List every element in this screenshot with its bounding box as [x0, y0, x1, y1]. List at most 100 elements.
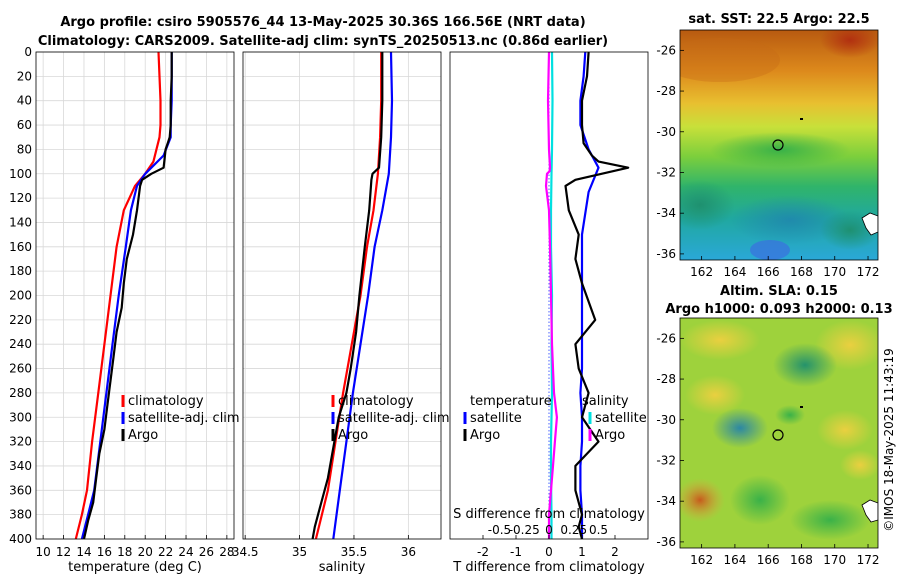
x-tick-label: 34.5	[232, 545, 259, 559]
difference-panel: -2 -1 0 1 2 -0.5-0.25 0 0.25 0.5 S difference f…	[449, 51, 649, 575]
map-y-tick-label: -32	[656, 165, 676, 179]
map-x-tick-label: 164	[723, 265, 746, 279]
y-tick-label: 320	[9, 435, 32, 449]
legend-label-satellite-adj: satellite-adj. clim	[128, 411, 240, 426]
y-tick-label: 20	[17, 69, 32, 83]
x-tick-label: 0	[545, 545, 553, 559]
map-x-tick-label: 162	[690, 553, 713, 567]
salinity-legend: climatology satellite-adj. clim Argo	[331, 394, 450, 443]
y-tick-label: 400	[9, 532, 32, 546]
x-tick-label: 16	[97, 545, 112, 559]
s-diff-tick-label: 0	[545, 523, 553, 537]
map-y-tick-label: -34	[656, 494, 676, 508]
sst-map-frame	[679, 29, 879, 261]
temperature-legend: climatology satellite-adj. clim Argo	[121, 394, 240, 443]
series-argo	[311, 52, 384, 540]
imos-credit: ©IMOS 18-May-2025 11:43:19	[882, 348, 896, 532]
series-s-argo	[544, 51, 559, 539]
s-diff-tick-label: -0.5	[488, 523, 511, 537]
y-tick-label: 280	[9, 386, 32, 400]
map-x-tick-label: 166	[757, 265, 780, 279]
map-y-tick-label: -28	[656, 372, 676, 386]
salinity-panel: 34.5 35 35.5 36 salinity climatology satell…	[232, 51, 450, 575]
figure-title-line2: Climatology: CARS2009. Satellite-adj cli…	[38, 34, 608, 49]
sla-map-frame	[679, 317, 879, 549]
legend-label-climatology: climatology	[128, 394, 204, 409]
y-tick-label: 300	[9, 410, 32, 424]
x-tick-label: 12	[56, 545, 71, 559]
sla-map-title-line1: Altim. SLA: 0.15	[720, 284, 838, 299]
diff-legend-label-t-satellite: satellite	[470, 411, 522, 426]
y-tick-label: 260	[9, 362, 32, 376]
map-x-tick-label: 172	[857, 265, 880, 279]
map-y-tick-label: -30	[656, 413, 676, 427]
map-y-tick-label: -36	[656, 247, 676, 261]
y-tick-label: 80	[17, 142, 32, 156]
y-tick-label: 0	[24, 45, 32, 59]
x-tick-label: 1	[578, 545, 586, 559]
y-tick-label: 220	[9, 313, 32, 327]
difference-legend-temperature: temperature satellite Argo	[463, 394, 552, 443]
y-tick-label: 380	[9, 508, 32, 522]
sst-map-title: sat. SST: 22.5 Argo: 22.5	[688, 12, 869, 27]
map-x-tick-label: 170	[823, 553, 846, 567]
series-satellite-adj-clim	[332, 51, 394, 540]
map-x-tick-label: 172	[857, 553, 880, 567]
x-tick-label: 28	[219, 545, 234, 559]
x-tick-label: 36	[401, 545, 416, 559]
sal-legend-label-satellite-adj: satellite-adj. clim	[338, 411, 450, 426]
legend-label-argo: Argo	[128, 428, 158, 443]
legend-heading-temperature: temperature	[470, 394, 552, 409]
x-tick-label: 2	[611, 545, 619, 559]
x-tick-label: 20	[138, 545, 153, 559]
map-x-tick-label: 168	[790, 553, 813, 567]
y-tick-label: 360	[9, 483, 32, 497]
sst-float-position-marker	[772, 139, 784, 151]
diff-legend-label-t-argo: Argo	[470, 428, 500, 443]
map-y-tick-label: -26	[656, 331, 676, 345]
sal-legend-label-climatology: climatology	[338, 394, 414, 409]
map-y-tick-label: -28	[656, 84, 676, 98]
x-tick-label: 18	[117, 545, 132, 559]
sal-legend-label-argo: Argo	[338, 428, 368, 443]
y-tick-label: 200	[9, 289, 32, 303]
x-tick-label: -2	[477, 545, 489, 559]
diff-legend-label-s-satellite: satellite	[595, 411, 647, 426]
sla-float-position-marker	[772, 429, 784, 441]
y-tick-label: 140	[9, 215, 32, 229]
temperature-x-axis-label: temperature (deg C)	[68, 560, 202, 575]
diff-legend-label-s-argo: Argo	[595, 428, 625, 443]
x-tick-label: 22	[158, 545, 173, 559]
x-tick-label: 35	[292, 545, 307, 559]
difference-legend-salinity: salinity satellite Argo	[582, 394, 647, 443]
sla-map: Altim. SLA: 0.15 Argo h1000: 0.093 h2000…	[656, 284, 892, 567]
legend-heading-salinity: salinity	[582, 394, 629, 409]
map-x-tick-label: 170	[823, 265, 846, 279]
s-diff-tick-label: 0.25	[560, 523, 587, 537]
x-tick-label: 26	[199, 545, 214, 559]
figure-title-line1: Argo profile: csiro 5905576_44 13-May-20…	[60, 15, 585, 30]
temperature-panel-frame	[35, 51, 235, 540]
series-t-argo	[564, 51, 630, 540]
y-tick-label: 120	[9, 191, 32, 205]
s-diff-tick-label: 0.5	[589, 523, 608, 537]
x-tick-label: 14	[76, 545, 91, 559]
y-tick-label: 340	[9, 459, 32, 473]
t-difference-x-axis-label: T difference from climatology	[452, 560, 645, 575]
map-y-tick-label: -30	[656, 125, 676, 139]
s-diff-tick-label: -0.25	[509, 523, 540, 537]
map-y-tick-label: -34	[656, 206, 676, 220]
y-tick-label: 240	[9, 337, 32, 351]
map-y-tick-label: -32	[656, 453, 676, 467]
map-y-tick-label: -26	[656, 43, 676, 57]
salinity-panel-frame	[242, 51, 442, 540]
series-t-satellite	[579, 51, 600, 539]
map-x-tick-label: 164	[723, 553, 746, 567]
map-y-tick-label: -36	[656, 535, 676, 549]
map-x-tick-label: 162	[690, 265, 713, 279]
y-tick-label: 40	[17, 94, 32, 108]
y-tick-label: 60	[17, 118, 32, 132]
y-tick-label: 100	[9, 167, 32, 181]
x-tick-label: 35.5	[341, 545, 368, 559]
